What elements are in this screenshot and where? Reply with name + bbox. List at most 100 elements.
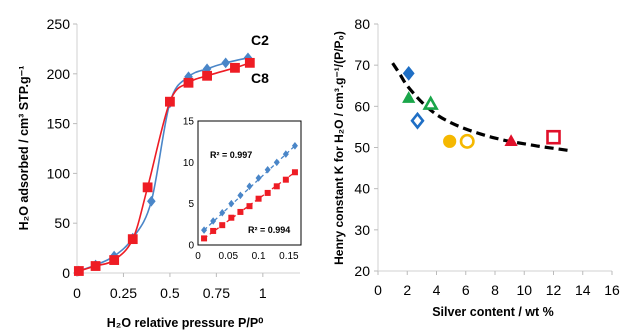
left-y-tick-label: 200	[47, 66, 71, 82]
inset-point-1	[210, 227, 217, 234]
series-line-c2	[78, 57, 249, 272]
henry-point-diamond	[402, 66, 415, 81]
inset-point-0	[219, 208, 226, 217]
inset-point-0	[210, 217, 217, 225]
right-y-tick-label: 20	[354, 263, 370, 279]
right-x-tick-label: 0	[374, 282, 382, 298]
inset-point-1	[219, 222, 226, 229]
series-label-c8: C8	[251, 70, 269, 86]
left-x-tick-labels: 0 0.25 0.5 0.75 1	[73, 273, 267, 301]
inset-point-0	[246, 182, 253, 191]
inset-point-0	[228, 199, 235, 208]
inset-x-tick-label: 0.1	[252, 251, 266, 262]
right-x-axis-label: Silver content / wt %	[432, 305, 554, 319]
inset-point-1	[291, 169, 298, 176]
right-y-axis-label: Henry constant K for H₂O / cm³.g⁻¹/(P/P₀…	[332, 31, 346, 265]
right-x-tick-label: 12	[546, 282, 562, 298]
inset-y-tick-label: 5	[188, 199, 194, 210]
left-y-tick-labels: 0 50 100 150 200 250	[47, 16, 77, 281]
right-points-group	[402, 66, 561, 149]
data-point-c8	[244, 57, 255, 68]
right-y-tick-label: 30	[354, 222, 370, 238]
inset-x-tick-labels: 0 0.05 0.1 0.15	[195, 251, 299, 262]
left-y-tick-label: 0	[62, 265, 70, 281]
inset-point-1	[201, 235, 208, 242]
data-point-c8	[142, 182, 153, 193]
right-x-tick-label: 10	[516, 282, 532, 298]
right-y-tick-label: 50	[354, 140, 370, 156]
right-y-tick-labels: 20 30 40 50 60 70 80	[354, 16, 378, 279]
left-x-tick-label: 0.25	[110, 285, 137, 301]
fit-curve	[391, 62, 569, 152]
inset-point-1	[255, 195, 262, 202]
inset-y-tick-labels: 0 5 10 15	[183, 117, 195, 252]
left-y-tick-label: 100	[47, 165, 71, 181]
data-point-c8	[165, 96, 175, 107]
right-x-tick-labels: 0 2 4 6 8 10 12 14 16	[374, 271, 620, 298]
right-y-tick-label: 60	[354, 98, 370, 114]
left-y-tick-label: 250	[47, 16, 71, 32]
left-x-axis-label: H₂O relative pressure P/P⁰	[107, 316, 264, 330]
right-x-tick-label: 6	[462, 282, 470, 298]
inset-point-0	[264, 166, 271, 174]
inset-point-0	[237, 191, 244, 200]
inset-point-0	[291, 142, 298, 150]
inset-point-1	[237, 208, 244, 215]
inset-point-0	[282, 150, 289, 158]
left-x-tick-label: 0	[73, 285, 81, 301]
henry-point-triangle	[422, 95, 439, 110]
inset-point-1	[246, 203, 253, 210]
inset-r2-c2: R² = 0.997	[210, 150, 252, 160]
right-x-tick-label: 2	[403, 282, 411, 298]
henry-constant-chart: 20 30 40 50 60 70 80 0 2 4 6 8 10 12 14 16 Silver cont…	[332, 16, 620, 319]
right-y-tick-label: 80	[354, 16, 370, 32]
henry-point-triangle	[402, 91, 416, 103]
right-x-tick-label: 4	[433, 282, 441, 298]
inset-point-1	[273, 183, 280, 190]
data-point-c8	[127, 234, 138, 245]
left-x-tick-label: 0.75	[203, 285, 230, 301]
data-point-c8	[183, 77, 194, 88]
inset-y-tick-label: 0	[188, 241, 194, 252]
right-x-tick-label: 8	[491, 282, 499, 298]
inset-point-0	[273, 158, 280, 167]
data-point-c8	[109, 255, 120, 265]
inset-point-0	[255, 174, 262, 182]
series-label-c2: C2	[251, 32, 269, 48]
right-fit-curve-group	[391, 62, 569, 152]
inset-chart: 0 5 10 15 0 0.05 0.1 0.15 R² = 0.997 R² = 0.99…	[183, 117, 302, 262]
inset-y-tick-label: 15	[183, 117, 195, 128]
henry-point-square	[546, 129, 561, 145]
henry-point-circle	[443, 134, 457, 148]
henry-point-diamond	[410, 111, 425, 130]
right-x-tick-label: 14	[575, 282, 591, 298]
series-line-c8	[78, 62, 251, 272]
data-point-c8	[90, 261, 101, 271]
left-series-group	[73, 52, 255, 277]
henry-point-circle	[459, 133, 475, 149]
inset-series-group	[201, 142, 298, 242]
right-x-tick-label: 16	[604, 282, 620, 298]
inset-point-1	[264, 189, 271, 196]
left-y-tick-label: 50	[54, 215, 70, 231]
data-point-c8	[73, 266, 84, 276]
inset-y-tick-label: 10	[183, 158, 195, 169]
left-x-tick-label: 1	[259, 285, 267, 301]
inset-point-0	[201, 226, 208, 234]
inset-x-tick-label: 0.05	[219, 251, 239, 262]
right-y-tick-label: 70	[354, 57, 370, 73]
data-point-c8	[202, 70, 212, 81]
data-point-c2	[147, 195, 156, 207]
left-y-axis-label: H₂O adsorbed / cm³ STP.g⁻¹	[17, 66, 31, 231]
inset-r2-c8: R² = 0.994	[248, 225, 290, 235]
inset-point-1	[282, 176, 289, 183]
henry-point-triangle	[504, 134, 518, 147]
data-point-c8	[230, 62, 240, 73]
right-y-tick-label: 40	[354, 181, 370, 197]
left-x-tick-label: 0.5	[160, 285, 180, 301]
data-point-c2	[221, 57, 230, 69]
inset-point-1	[228, 214, 235, 221]
